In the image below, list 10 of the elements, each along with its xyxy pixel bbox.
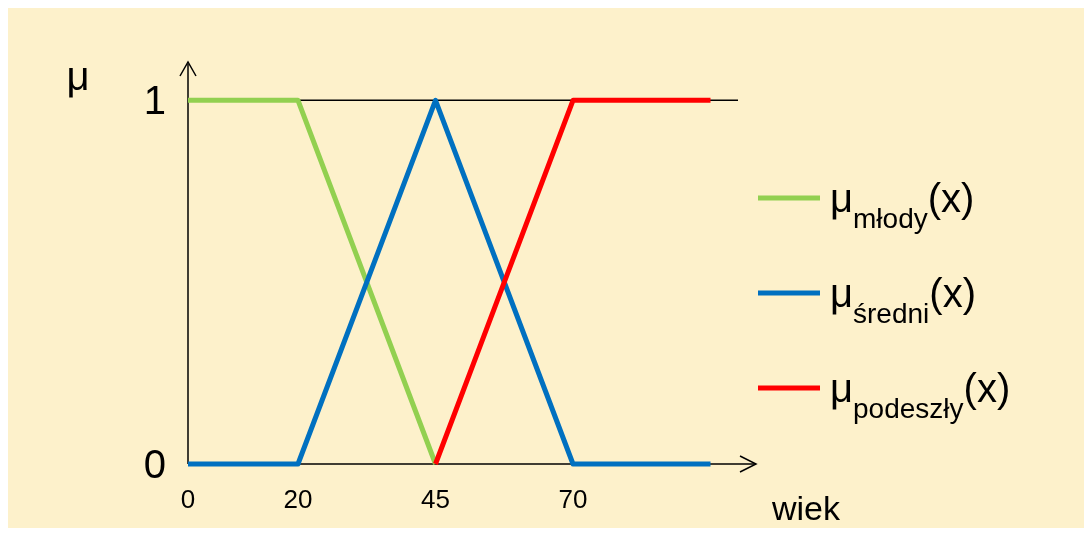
legend-label: μ$_{młody}$(x) — [830, 176, 975, 234]
x-tick-label: 45 — [421, 484, 450, 514]
x-tick-label: 70 — [558, 484, 588, 514]
x-axis-title: wiek — [770, 489, 841, 527]
x-tick-label: 0 — [180, 484, 196, 514]
x-tick-label: 20 — [283, 484, 313, 514]
legend-label: μ$_{podeszły}$(x) — [830, 366, 1011, 424]
y-axis-title: μ — [66, 54, 90, 98]
y-tick-label: 1 — [143, 78, 166, 123]
legend-label: μ$_{średni}$(x) — [830, 271, 976, 329]
